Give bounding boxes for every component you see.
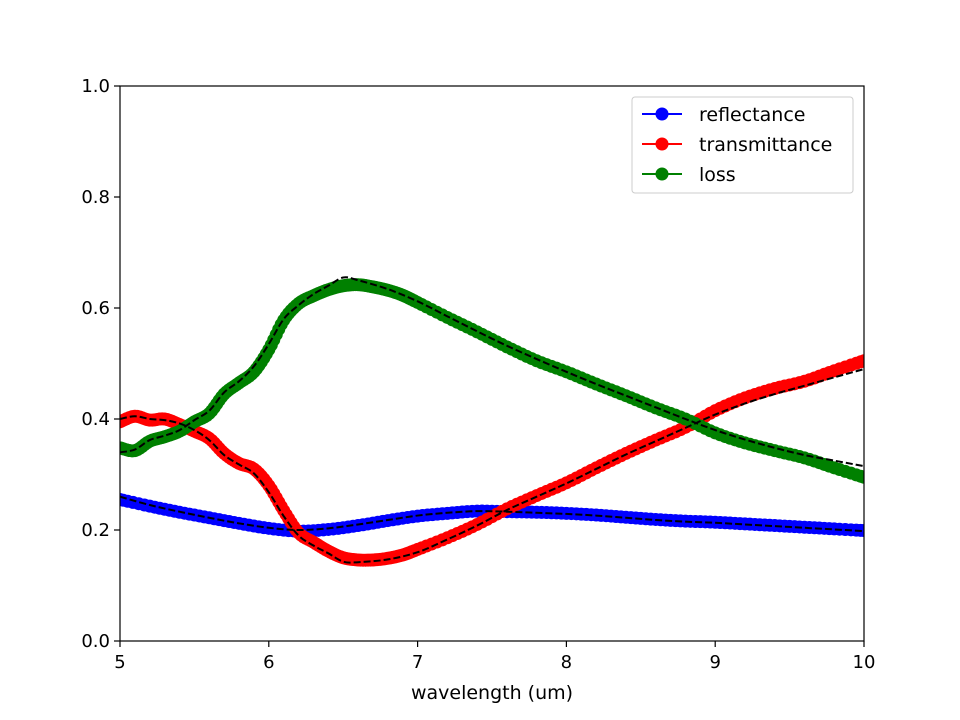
y-tick-label: 0.6	[81, 298, 110, 319]
legend-label-reflectance: reflectance	[699, 104, 805, 126]
legend-label-loss: loss	[699, 164, 736, 186]
x-tick-label: 5	[114, 652, 125, 673]
series-layer	[120, 276, 864, 567]
axes-frame	[119, 85, 865, 642]
series-loss	[120, 278, 864, 484]
legend-box	[631, 96, 854, 194]
x-tick-label: 10	[853, 652, 876, 673]
dashed-reference-line	[120, 368, 864, 564]
x-axis-label: wavelength (um)	[411, 682, 573, 704]
dashed-reference-line	[120, 276, 864, 468]
legend: reflectance transmittance loss	[631, 96, 854, 194]
transmittance-point	[857, 354, 864, 368]
x-tick-label: 7	[412, 652, 423, 673]
legend-label-transmittance: transmittance	[699, 134, 832, 156]
legend-marker-reflectance	[655, 107, 669, 121]
legend-marker-transmittance	[655, 137, 669, 151]
series-transmittance	[120, 354, 864, 567]
y-tick-label: 1.0	[81, 76, 110, 97]
y-tick-label: 0.4	[81, 409, 110, 430]
x-tick-label: 6	[263, 652, 274, 673]
legend-marker-loss	[655, 167, 669, 181]
x-tick-label: 8	[561, 652, 572, 673]
y-tick-label: 0.8	[81, 187, 110, 208]
x-axis-ticks: 5 6 7 8 9 10	[114, 641, 875, 673]
y-axis-ticks: 0.0 0.2 0.4 0.6 0.8 1.0	[81, 76, 120, 652]
y-tick-label: 0.2	[81, 520, 110, 541]
dashed-reference-line	[120, 495, 864, 533]
y-tick-label: 0.0	[81, 631, 110, 652]
loss-point	[857, 470, 864, 484]
x-tick-label: 9	[709, 652, 720, 673]
